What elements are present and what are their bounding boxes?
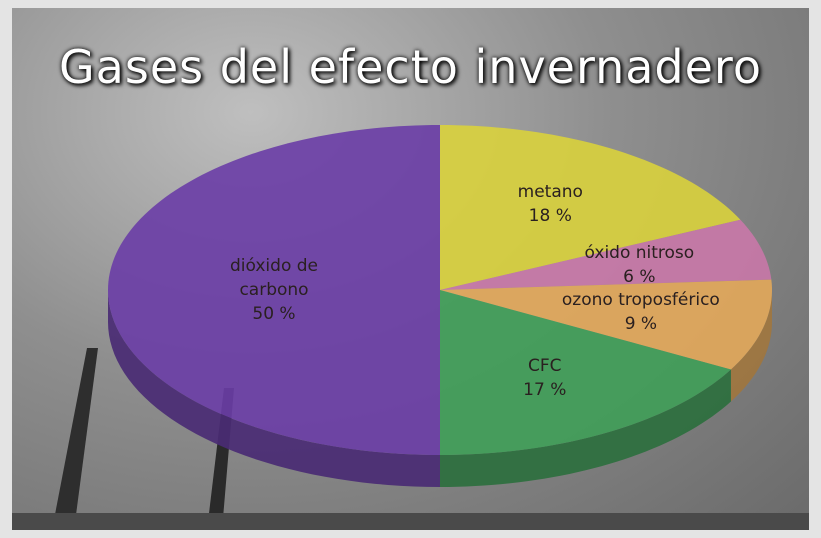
value-label: 9 % (541, 312, 741, 336)
value-label: 6 % (539, 265, 739, 289)
value-label: 17 % (445, 378, 645, 402)
category-label: dióxido de carbono (209, 254, 339, 302)
category-label: óxido nitroso (539, 241, 739, 265)
value-label: 18 % (450, 204, 650, 228)
category-label: CFC (445, 354, 645, 378)
value-label: 50 % (209, 302, 339, 326)
chart-title: Gases del efecto invernadero (12, 40, 809, 94)
category-label: ozono troposférico (541, 288, 741, 312)
page: Gases del efecto invernadero metano18 % ó… (0, 0, 821, 538)
category-label: metano (450, 180, 650, 204)
